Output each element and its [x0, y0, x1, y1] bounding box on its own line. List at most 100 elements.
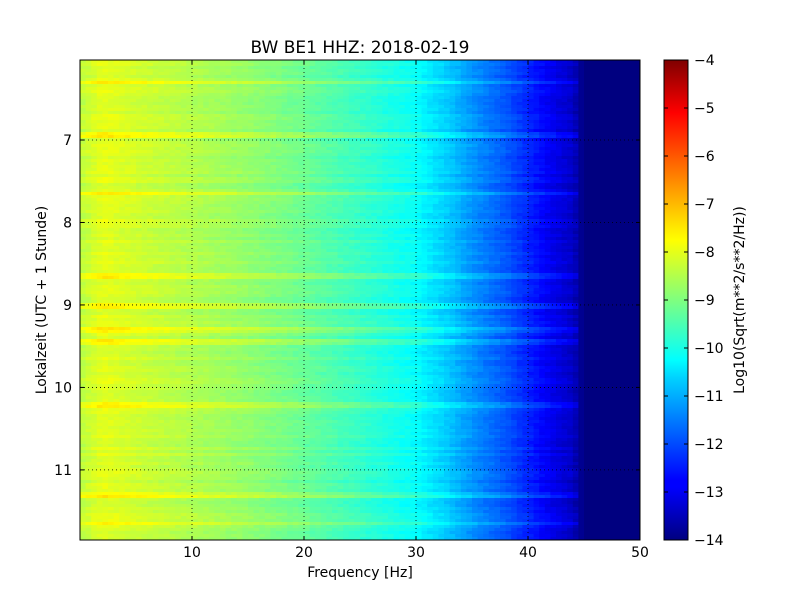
heatmap-cell	[449, 189, 456, 193]
heatmap-cell	[634, 126, 640, 130]
heatmap-cell	[276, 99, 283, 103]
heatmap-cell	[584, 174, 591, 178]
heatmap-cell	[281, 129, 288, 133]
heatmap-cell	[337, 99, 344, 103]
heatmap-cell	[113, 78, 120, 82]
heatmap-cell	[460, 159, 467, 163]
heatmap-cell	[477, 174, 484, 178]
heatmap-cell	[421, 69, 428, 73]
heatmap-cell	[477, 159, 484, 163]
heatmap-cell	[494, 183, 501, 187]
heatmap-cell	[287, 156, 294, 160]
heatmap-cell	[276, 78, 283, 82]
heatmap-cell	[516, 150, 523, 154]
heatmap-cell	[494, 102, 501, 106]
heatmap-cell	[399, 159, 406, 163]
heatmap-cell	[550, 111, 557, 115]
heatmap-cell	[124, 117, 131, 121]
heatmap-cell	[365, 90, 372, 94]
heatmap-cell	[488, 141, 495, 145]
heatmap-cell	[169, 117, 176, 121]
heatmap-cell	[96, 129, 103, 133]
heatmap-cell	[102, 93, 109, 97]
heatmap-cell	[80, 90, 87, 94]
heatmap-cell	[466, 114, 473, 118]
heatmap-cell	[466, 117, 473, 121]
heatmap-cell	[556, 93, 563, 97]
heatmap-cell	[354, 177, 361, 181]
heatmap-cell	[505, 189, 512, 193]
heatmap-cell	[315, 135, 322, 139]
heatmap-cell	[192, 69, 199, 73]
heatmap-cell	[197, 102, 204, 106]
heatmap-cell	[533, 126, 540, 130]
heatmap-cell	[432, 183, 439, 187]
heatmap-cell	[220, 156, 227, 160]
heatmap-cell	[488, 105, 495, 109]
heatmap-cell	[113, 183, 120, 187]
heatmap-cell	[192, 189, 199, 193]
heatmap-cell	[404, 81, 411, 85]
heatmap-cell	[264, 159, 271, 163]
heatmap-cell	[455, 81, 462, 85]
heatmap-cell	[136, 171, 143, 175]
heatmap-cell	[276, 168, 283, 172]
heatmap-cell	[455, 144, 462, 148]
heatmap-cell	[567, 81, 574, 85]
heatmap-cell	[600, 147, 607, 151]
heatmap-cell	[376, 90, 383, 94]
heatmap-cell	[248, 135, 255, 139]
heatmap-cell	[376, 66, 383, 70]
heatmap-cell	[113, 153, 120, 157]
heatmap-cell	[477, 60, 484, 64]
heatmap-cell	[85, 120, 92, 124]
heatmap-cell	[108, 81, 115, 85]
heatmap-cell	[360, 165, 367, 169]
heatmap-cell	[231, 189, 238, 193]
heatmap-cell	[264, 102, 271, 106]
heatmap-cell	[158, 120, 165, 124]
heatmap-cell	[337, 111, 344, 115]
heatmap-cell	[96, 162, 103, 166]
heatmap-cell	[421, 84, 428, 88]
heatmap-cell	[516, 189, 523, 193]
heatmap-cell	[130, 60, 137, 64]
heatmap-cell	[561, 69, 568, 73]
heatmap-cell	[220, 162, 227, 166]
heatmap-cell	[505, 171, 512, 175]
heatmap-cell	[584, 162, 591, 166]
heatmap-cell	[466, 81, 473, 85]
heatmap-cell	[623, 66, 630, 70]
heatmap-cell	[326, 165, 333, 169]
heatmap-cell	[337, 135, 344, 139]
heatmap-cell	[472, 174, 479, 178]
heatmap-cell	[432, 87, 439, 91]
chart-title: BW BE1 HHZ: 2018-02-19	[250, 38, 469, 58]
heatmap-cell	[371, 177, 378, 181]
heatmap-cell	[203, 171, 210, 175]
heatmap-cell	[416, 168, 423, 172]
heatmap-cell	[455, 60, 462, 64]
heatmap-cell	[315, 102, 322, 106]
heatmap-cell	[147, 192, 154, 196]
heatmap-cell	[124, 189, 131, 193]
heatmap-cell	[360, 129, 367, 133]
heatmap-cell	[404, 156, 411, 160]
heatmap-cell	[416, 153, 423, 157]
heatmap-cell	[253, 156, 260, 160]
heatmap-cell	[259, 99, 266, 103]
heatmap-cell	[354, 81, 361, 85]
heatmap-cell	[561, 144, 568, 148]
heatmap-cell	[270, 156, 277, 160]
heatmap-cell	[348, 66, 355, 70]
heatmap-cell	[438, 120, 445, 124]
heatmap-cell	[326, 126, 333, 130]
heatmap-cell	[113, 180, 120, 184]
heatmap-cell	[606, 156, 613, 160]
heatmap-cell	[236, 144, 243, 148]
heatmap-cell	[528, 117, 535, 121]
heatmap-cell	[304, 102, 311, 106]
heatmap-cell	[404, 132, 411, 136]
heatmap-cell	[500, 129, 507, 133]
heatmap-cell	[248, 150, 255, 154]
